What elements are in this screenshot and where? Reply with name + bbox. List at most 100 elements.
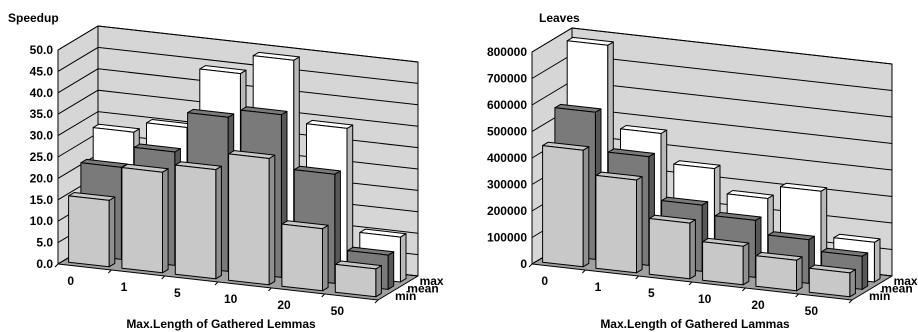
bar-min bbox=[334, 260, 382, 298]
bar-side bbox=[689, 219, 696, 280]
bar-side bbox=[375, 265, 382, 298]
bar-side bbox=[873, 238, 881, 283]
x-tick bbox=[214, 281, 219, 286]
leaves-chart: 0 100000 200000 300000 400000 500000 600000 700… bbox=[487, 11, 918, 331]
gridline bbox=[57, 25, 419, 63]
y-tick-label: 5.0 bbox=[36, 236, 53, 250]
gridline bbox=[57, 89, 419, 127]
x-tick bbox=[848, 299, 853, 304]
bar-side bbox=[268, 154, 276, 286]
y-tick-label: 0.0 bbox=[36, 257, 53, 271]
y-tick-label: 45.0 bbox=[30, 64, 54, 78]
y-tick-label: 500000 bbox=[487, 125, 527, 139]
bar-front bbox=[68, 195, 110, 268]
y-tick-label: 50.0 bbox=[30, 43, 54, 57]
bar-side bbox=[399, 233, 407, 283]
bar-side bbox=[742, 242, 750, 286]
bar-side bbox=[108, 196, 116, 268]
chart-title: Speedup bbox=[8, 11, 59, 25]
bar-side bbox=[582, 146, 590, 268]
bar-front bbox=[755, 255, 797, 292]
bar-side bbox=[322, 224, 329, 292]
y-tick-label: 400000 bbox=[487, 151, 527, 165]
x-tick-label: 5 bbox=[174, 286, 181, 300]
bar-side bbox=[861, 252, 869, 290]
y-tick-label: 10.0 bbox=[30, 214, 54, 228]
y-tick-label: 100000 bbox=[487, 231, 527, 245]
y-tick-label: 30.0 bbox=[30, 129, 54, 143]
bar-min bbox=[542, 141, 590, 268]
x-tick bbox=[161, 275, 166, 280]
y-tick-label: 200000 bbox=[487, 204, 527, 218]
x-tick bbox=[741, 287, 746, 292]
y-tick-label: 0 bbox=[520, 257, 527, 271]
x-tick-label: 10 bbox=[224, 292, 238, 306]
bar-min bbox=[595, 171, 643, 274]
x-tick bbox=[528, 263, 533, 268]
x-tick-label: 50 bbox=[331, 304, 345, 318]
bar-min bbox=[68, 192, 116, 268]
bar-min bbox=[702, 237, 750, 286]
bar-front bbox=[702, 241, 744, 286]
depth-label: min bbox=[395, 289, 416, 303]
x-tick bbox=[374, 299, 379, 304]
x-tick bbox=[321, 293, 326, 298]
y-tick-label: 15.0 bbox=[30, 193, 54, 207]
y-tick-label: 20.0 bbox=[30, 171, 54, 185]
bar-front bbox=[542, 145, 584, 268]
bar-front bbox=[174, 164, 217, 280]
x-tick-label: 1 bbox=[595, 280, 602, 294]
x-axis-label: Max.Length of Gathered Lemmas bbox=[126, 317, 316, 331]
bar-min bbox=[121, 163, 169, 274]
bar-side bbox=[849, 269, 856, 298]
depth-label: max bbox=[420, 274, 444, 288]
bar-front bbox=[808, 267, 851, 298]
y-tick-label: 700000 bbox=[487, 72, 527, 86]
y-tick-label: 40.0 bbox=[30, 86, 54, 100]
x-tick-label: 20 bbox=[277, 298, 291, 312]
x-tick bbox=[688, 281, 693, 286]
x-tick bbox=[581, 269, 586, 274]
x-tick-label: 5 bbox=[648, 286, 655, 300]
depth-label: mean bbox=[881, 281, 912, 295]
x-tick bbox=[267, 287, 272, 292]
x-tick-label: 50 bbox=[805, 304, 819, 318]
y-tick-label: 35.0 bbox=[30, 107, 54, 121]
depth-label: min bbox=[869, 289, 890, 303]
x-tick bbox=[635, 275, 640, 280]
bar-side bbox=[215, 165, 222, 280]
gridline bbox=[57, 68, 419, 106]
gridline bbox=[57, 46, 419, 84]
x-tick-label: 20 bbox=[751, 298, 765, 312]
depth-label: mean bbox=[407, 281, 438, 295]
bar-front bbox=[334, 263, 377, 298]
bar-min bbox=[174, 161, 222, 280]
speedup-chart: 0.05.010.015.020.025.030.035.040.045.050… bbox=[8, 11, 444, 331]
depth-label: max bbox=[894, 274, 918, 288]
bar-side bbox=[636, 176, 643, 274]
bar-front bbox=[595, 174, 637, 274]
bar-front bbox=[121, 167, 163, 274]
bar-min bbox=[648, 214, 696, 280]
bar-side bbox=[387, 251, 395, 290]
bar-front bbox=[228, 153, 270, 286]
bar-min bbox=[755, 251, 803, 292]
x-tick-label: 0 bbox=[67, 274, 74, 288]
bar-min bbox=[228, 150, 276, 286]
x-tick bbox=[795, 293, 800, 298]
bar-min bbox=[281, 220, 329, 292]
bar-front bbox=[648, 218, 691, 280]
gridline bbox=[531, 27, 893, 65]
chart-title: Leaves bbox=[539, 11, 580, 25]
bar-front bbox=[281, 223, 323, 292]
x-tick bbox=[107, 269, 112, 274]
bar-min bbox=[808, 264, 856, 298]
y-tick-label: 800000 bbox=[487, 45, 527, 59]
x-tick-label: 0 bbox=[541, 274, 548, 288]
x-axis-label: Max.Length of Gathered Lammas bbox=[600, 317, 790, 331]
x-tick bbox=[54, 263, 59, 268]
x-tick-label: 1 bbox=[121, 280, 128, 294]
bar-side bbox=[162, 168, 169, 274]
x-tick-label: 10 bbox=[698, 292, 712, 306]
